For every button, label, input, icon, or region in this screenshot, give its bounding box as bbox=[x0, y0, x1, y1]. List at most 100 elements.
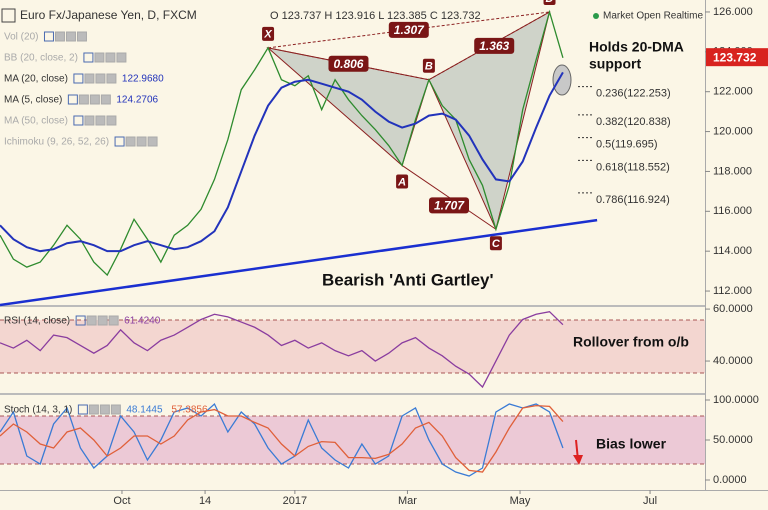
pattern-label: D bbox=[546, 0, 554, 5]
indicator-icon[interactable] bbox=[86, 315, 97, 326]
indicator-icon[interactable] bbox=[54, 31, 65, 42]
series-line bbox=[0, 402, 564, 477]
fib-label: 0.5(119.695) bbox=[596, 139, 658, 151]
annotation: support bbox=[589, 56, 641, 72]
indicator-icon[interactable] bbox=[110, 404, 121, 415]
indicator-value: 124.2706 bbox=[116, 95, 158, 106]
arrow-head bbox=[573, 455, 583, 465]
indicator-icon[interactable] bbox=[84, 73, 95, 84]
indicator-icon[interactable] bbox=[89, 94, 100, 105]
y-tick-label: 60.0000 bbox=[713, 303, 753, 315]
y-tick-label: 112.000 bbox=[713, 285, 752, 297]
chart-title: Euro Fx/Japanese Yen, D, FXCM bbox=[20, 8, 197, 22]
y-tick-label: 120.000 bbox=[713, 125, 753, 137]
x-tick-label: May bbox=[510, 495, 531, 507]
indicator-icon[interactable] bbox=[125, 136, 136, 147]
indicator-icon[interactable] bbox=[99, 404, 110, 415]
ratio-label: 1.363 bbox=[479, 39, 509, 53]
fib-label: 0.236(122.253) bbox=[596, 88, 671, 100]
pattern-label-box bbox=[489, 236, 502, 251]
y-tick-label: 100.0000 bbox=[713, 394, 759, 406]
indicator-icon[interactable] bbox=[106, 73, 117, 84]
y-tick-label: 118.000 bbox=[713, 165, 752, 177]
ratio-box bbox=[388, 21, 429, 38]
indicator-icon[interactable] bbox=[67, 94, 78, 105]
indicator-name: BB (20, close, 2) bbox=[4, 53, 78, 64]
indicator-icon[interactable] bbox=[94, 52, 105, 63]
indicator-icon[interactable] bbox=[76, 31, 87, 42]
annotation: Bias lower bbox=[596, 436, 667, 452]
annotation: Rollover from o/b bbox=[573, 334, 689, 350]
layer bbox=[0, 10, 705, 465]
support-marker bbox=[552, 64, 572, 96]
indicator-icon[interactable] bbox=[43, 31, 54, 42]
indicator-icon[interactable] bbox=[75, 315, 86, 326]
x-tick-label: Oct bbox=[113, 495, 130, 507]
panel-title: Stoch (14, 3, 1) bbox=[4, 405, 72, 416]
annotation: Holds 20-DMA bbox=[589, 39, 684, 55]
indicator-icon[interactable] bbox=[73, 115, 84, 126]
indicator-icon[interactable] bbox=[95, 115, 106, 126]
panel-value: 57.3856 bbox=[171, 405, 208, 416]
indicator-icon[interactable] bbox=[73, 73, 84, 84]
pattern-label: X bbox=[263, 29, 272, 41]
fib-label: 0.382(120.838) bbox=[596, 116, 671, 128]
indicator-icon[interactable] bbox=[77, 404, 88, 415]
indicator-icon[interactable] bbox=[95, 73, 106, 84]
last-price-tag bbox=[706, 48, 768, 67]
indicator-name: MA (50, close) bbox=[4, 116, 68, 127]
indicator-name: MA (5, close) bbox=[4, 95, 62, 106]
ratio-label: 0.806 bbox=[333, 57, 363, 71]
x-tick-label: 2017 bbox=[283, 495, 307, 507]
y-tick-label: 114.000 bbox=[713, 245, 752, 257]
indicator-icon[interactable] bbox=[88, 404, 99, 415]
pattern-label: C bbox=[492, 238, 501, 250]
indicator-icon[interactable] bbox=[78, 94, 89, 105]
x-tick-label: Jul bbox=[643, 495, 657, 507]
x-tick-label: 14 bbox=[199, 495, 211, 507]
x-tick-label: Mar bbox=[398, 495, 417, 507]
y-tick-label: 126.000 bbox=[713, 6, 753, 18]
band bbox=[0, 319, 705, 373]
indicator-icon[interactable] bbox=[97, 315, 108, 326]
pattern-label-box bbox=[262, 26, 275, 41]
indicator-name: MA (20, close) bbox=[4, 74, 68, 85]
indicator-icon[interactable] bbox=[84, 115, 95, 126]
pattern-label-box bbox=[396, 174, 409, 189]
series-line bbox=[0, 310, 564, 389]
y-tick-label: 116.000 bbox=[713, 205, 752, 217]
y-tick-label: 122.000 bbox=[713, 86, 753, 98]
indicator-icon[interactable] bbox=[83, 52, 94, 63]
indicator-icon[interactable] bbox=[136, 136, 147, 147]
trendline bbox=[0, 218, 598, 307]
panel-title: RSI (14, close) bbox=[4, 316, 70, 327]
panel-divider bbox=[0, 393, 705, 395]
indicator-icon[interactable] bbox=[105, 52, 116, 63]
ratio-label: 1.707 bbox=[434, 199, 465, 213]
indicator-name: Ichimoku (9, 26, 52, 26) bbox=[4, 137, 109, 148]
panel-value: 48.1445 bbox=[126, 405, 163, 416]
axis-line bbox=[0, 490, 768, 491]
indicator-value: 122.9680 bbox=[122, 74, 164, 85]
indicator-icon[interactable] bbox=[114, 136, 125, 147]
y-tick-label: 0.0000 bbox=[713, 474, 747, 486]
indicator-icon[interactable] bbox=[108, 315, 119, 326]
indicator-icon[interactable] bbox=[147, 136, 158, 147]
pattern-label: B bbox=[425, 61, 433, 73]
ratio-box bbox=[474, 37, 515, 54]
status: Market Open Realtime bbox=[603, 11, 703, 22]
indicator-icon[interactable] bbox=[100, 94, 111, 105]
panel-value: 61.4240 bbox=[124, 316, 161, 327]
ratio-box bbox=[328, 55, 369, 72]
axis-line bbox=[705, 0, 706, 490]
pattern-label-box bbox=[543, 0, 556, 5]
ratio-box bbox=[429, 197, 470, 214]
indicator-icon[interactable] bbox=[65, 31, 76, 42]
indicator-icon[interactable] bbox=[116, 52, 127, 63]
collapse-icon[interactable] bbox=[1, 8, 16, 23]
indicator-name: Vol (20) bbox=[4, 32, 38, 43]
pattern-label: A bbox=[397, 176, 406, 188]
ohlc: O 123.737 H 123.916 L 123.385 C 123.732 bbox=[270, 10, 481, 22]
indicator-icon[interactable] bbox=[106, 115, 117, 126]
